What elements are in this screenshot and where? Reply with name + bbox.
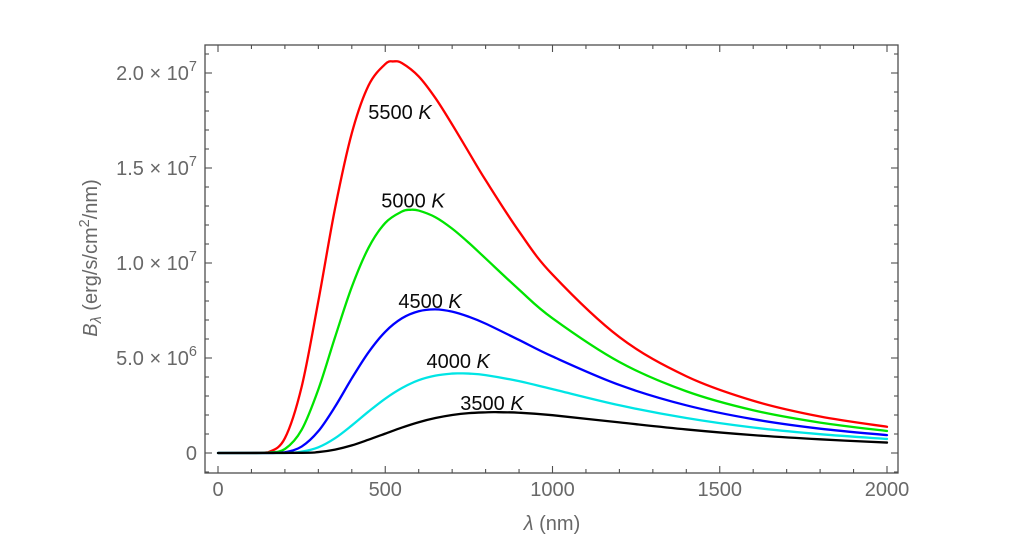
curve-label-4500K: 4500 K	[398, 291, 463, 313]
x-axis-label: λ (nm)	[523, 513, 581, 535]
series-curve-5000K	[216, 208, 889, 455]
frame-border	[204, 44, 899, 474]
y-tick-label: 1.5 × 107	[116, 154, 197, 180]
x-tick-label: 1000	[530, 479, 575, 501]
x-tick-label: 2000	[865, 479, 910, 501]
x-tick-label: 0	[212, 479, 223, 501]
y-tick-label: 1.0 × 107	[116, 249, 197, 275]
series-curve-4500K	[216, 308, 889, 455]
curve-label-3500K: 3500 K	[460, 393, 525, 415]
plot-frame	[204, 44, 899, 474]
x-tick-label: 500	[369, 479, 402, 501]
y-tick-label: 0	[186, 443, 197, 465]
series-curve-3500K	[216, 410, 889, 455]
y-axis-label: Bλ (erg/s/cm2/nm)	[77, 179, 105, 336]
y-tick-labels: 0 5.0 × 106 1.0 × 107 1.5 × 107 2.0 × 107	[116, 59, 197, 465]
series-curve-4000K	[216, 372, 889, 455]
x-tick-label: 1500	[698, 479, 743, 501]
curve-label-5000K: 5000 K	[381, 190, 446, 212]
x-tick-labels: 0 500 1000 1500 2000	[212, 479, 909, 501]
series-curves	[216, 60, 889, 455]
curve-label-5500K: 5500 K	[368, 102, 433, 124]
series-curve-5500K	[216, 60, 889, 455]
y-tick-label: 5.0 × 106	[116, 344, 197, 370]
curve-label-4000K: 4000 K	[426, 351, 491, 373]
curve-labels: 5500 K 5000 K 4500 K 4000 K 3500 K	[368, 102, 525, 415]
y-tick-label: 2.0 × 107	[116, 59, 197, 85]
axis-ticks	[205, 45, 898, 473]
